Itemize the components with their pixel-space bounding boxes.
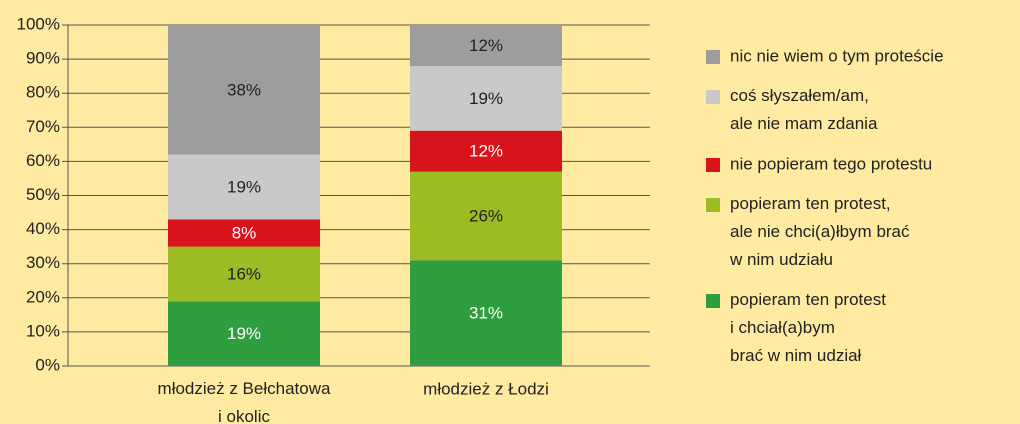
legend-label: nic nie wiem o tym proteście <box>730 46 944 65</box>
data-label: 12% <box>469 142 503 161</box>
legend-swatch <box>706 90 720 104</box>
legend-label: popieram ten protest i chciał(a)bym brać w… <box>730 290 886 365</box>
data-label: 38% <box>227 80 261 99</box>
bar-segment <box>410 65 562 131</box>
y-tick-label: 0% <box>35 355 60 374</box>
data-label: 8% <box>232 223 257 242</box>
data-label: 19% <box>469 89 503 108</box>
y-tick-label: 10% <box>26 321 60 340</box>
data-label: 16% <box>227 264 261 283</box>
bar-segment <box>410 171 562 261</box>
y-tick-label: 60% <box>26 151 60 170</box>
data-label: 31% <box>469 304 503 323</box>
bar-segment <box>168 246 320 302</box>
x-tick-label: młodzież z Łodzi <box>423 379 549 398</box>
bar-segment <box>410 130 562 172</box>
x-tick-label: młodzież z Bełchatowa i okolic <box>158 379 331 424</box>
bar-segment <box>168 219 320 247</box>
y-tick-label: 80% <box>26 83 60 102</box>
data-label: 19% <box>227 177 261 196</box>
y-tick-label: 30% <box>26 253 60 272</box>
data-label: 26% <box>469 206 503 225</box>
legend-swatch <box>706 158 720 172</box>
y-tick-label: 20% <box>26 287 60 306</box>
legend-swatch <box>706 50 720 64</box>
legend-label: coś słyszałem/am, ale nie mam zdania <box>730 86 878 133</box>
bar-segment <box>168 25 320 155</box>
y-tick-label: 70% <box>26 117 60 136</box>
bar-segment <box>410 25 562 66</box>
y-tick-label: 90% <box>26 49 60 68</box>
legend-swatch <box>706 294 720 308</box>
bar-segment <box>168 154 320 220</box>
bar-segment <box>410 260 562 366</box>
y-tick-label: 50% <box>26 185 60 204</box>
y-tick-label: 100% <box>17 14 60 33</box>
legend-label: nie popieram tego protestu <box>730 154 932 173</box>
data-label: 19% <box>227 324 261 343</box>
bar-segment <box>168 301 320 366</box>
legend-swatch <box>706 198 720 212</box>
y-tick-label: 40% <box>26 219 60 238</box>
legend-label: popieram ten protest, ale nie chci(a)łbym… <box>729 194 910 269</box>
data-label: 12% <box>469 36 503 55</box>
